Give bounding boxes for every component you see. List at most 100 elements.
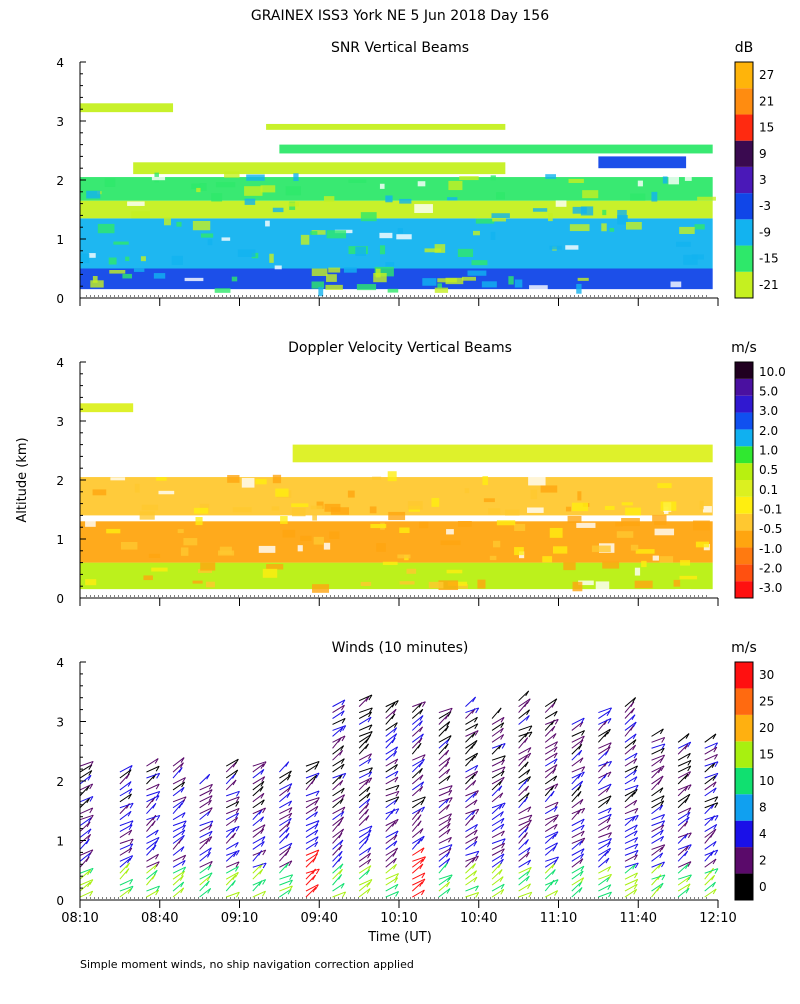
wind-barb — [358, 878, 373, 886]
texture-cell — [542, 556, 553, 563]
wind-barb-flag — [554, 842, 558, 849]
wind-barb-flag — [446, 888, 451, 894]
texture-cell — [195, 517, 203, 526]
wind-barb-flag — [446, 851, 450, 858]
wind-barb — [544, 775, 557, 785]
colorbar-segment — [735, 794, 753, 821]
wind-barb-flag — [366, 888, 371, 894]
wind-barb-flag — [607, 848, 611, 854]
texture-cell — [396, 234, 412, 240]
wind-barb-flag — [392, 857, 397, 864]
wind-barb — [412, 799, 425, 809]
wind-barb — [624, 791, 636, 803]
wind-barb-flag — [553, 698, 558, 705]
wind-barb-flag — [579, 799, 584, 805]
wind-barb-flag — [85, 856, 90, 862]
wind-barb — [172, 786, 185, 797]
wind-barb-flag — [338, 850, 343, 857]
wind-barb-flag — [500, 853, 505, 860]
wind-barb-flag — [608, 707, 612, 714]
wind-barb-flag — [580, 818, 585, 825]
wind-barb — [385, 776, 399, 785]
texture-cell — [477, 579, 486, 589]
wind-barb — [305, 868, 320, 874]
texture-cell — [431, 497, 440, 507]
wind-barb-flag — [391, 737, 396, 744]
wind-barb-flag — [448, 785, 453, 791]
texture-cell — [198, 569, 212, 573]
wind-barb — [624, 843, 639, 850]
texture-cell — [582, 190, 599, 199]
wind-barb — [146, 869, 158, 880]
wind-barb — [491, 742, 506, 749]
wind-barb-flag — [313, 774, 318, 781]
wind-barb-flag — [205, 880, 210, 887]
colorbar-label: 10.0 — [759, 365, 786, 379]
wind-barb — [624, 744, 636, 755]
wind-barb-flag — [208, 789, 213, 795]
wind-barb-flag — [395, 796, 400, 803]
wind-barb-flag — [395, 891, 399, 897]
wind-barb — [279, 833, 290, 844]
wind-barb-flag — [366, 792, 371, 799]
wind-barb-flag — [126, 862, 130, 869]
wind-barb-flag — [446, 823, 451, 829]
wind-barb — [199, 836, 213, 844]
wind-barb-flag — [578, 744, 583, 750]
wind-barb-flag — [475, 892, 480, 898]
wind-barb — [411, 737, 423, 749]
wind-barb — [624, 739, 637, 749]
wind-barb — [518, 851, 530, 862]
wind-barb — [412, 872, 426, 880]
wind-barb — [677, 845, 689, 856]
wind-barb-flag — [261, 836, 266, 842]
wind-barb — [651, 835, 664, 844]
wind-barb — [146, 795, 160, 803]
y-tick-label: 4 — [56, 356, 64, 370]
wind-barb-flag — [447, 711, 452, 717]
texture-cell — [329, 531, 340, 539]
colorbar-segment — [735, 88, 753, 115]
wind-barb-flag — [86, 797, 91, 804]
wind-barb — [677, 887, 690, 898]
wind-barb — [332, 772, 346, 779]
wind-barb-flag — [527, 752, 532, 759]
wind-barb-flag — [421, 878, 426, 885]
wind-barb-flag — [474, 723, 479, 730]
wind-barb — [279, 821, 291, 832]
wind-barb — [412, 806, 425, 815]
wind-barb — [438, 874, 453, 880]
wind-barb-flag — [525, 715, 530, 721]
wind-barb — [598, 876, 611, 886]
wind-barb-flag — [553, 758, 558, 765]
wind-barb-flag — [685, 887, 690, 894]
wind-barb — [624, 752, 638, 761]
texture-cell — [493, 540, 501, 548]
wind-barb-flag — [89, 849, 94, 856]
wind-barb — [651, 852, 664, 862]
wind-barb-flag — [365, 696, 370, 702]
wind-barb — [491, 830, 505, 838]
wind-barb — [491, 766, 506, 773]
wind-barb — [332, 806, 346, 815]
wind-barb-flag — [315, 761, 320, 767]
wind-barb — [624, 697, 636, 708]
wind-barb — [624, 788, 638, 797]
wind-barb — [544, 869, 556, 880]
wind-barb — [332, 794, 345, 803]
texture-cell — [120, 541, 138, 550]
texture-cell — [323, 196, 335, 202]
wind-barb — [624, 883, 638, 892]
colorbar-segment — [735, 245, 753, 272]
texture-cell — [158, 490, 175, 495]
texture-cell — [285, 186, 301, 196]
texture-cell — [379, 232, 393, 239]
wind-barb-flag — [419, 828, 424, 834]
texture-cell — [641, 560, 647, 568]
wind-barb-flag — [206, 773, 211, 780]
wind-barb-flag — [155, 765, 160, 772]
wind-barb-flag — [209, 820, 214, 827]
wind-barb-flag — [342, 773, 347, 779]
wind-barb — [465, 876, 478, 886]
wind-barb-flag — [182, 824, 186, 831]
